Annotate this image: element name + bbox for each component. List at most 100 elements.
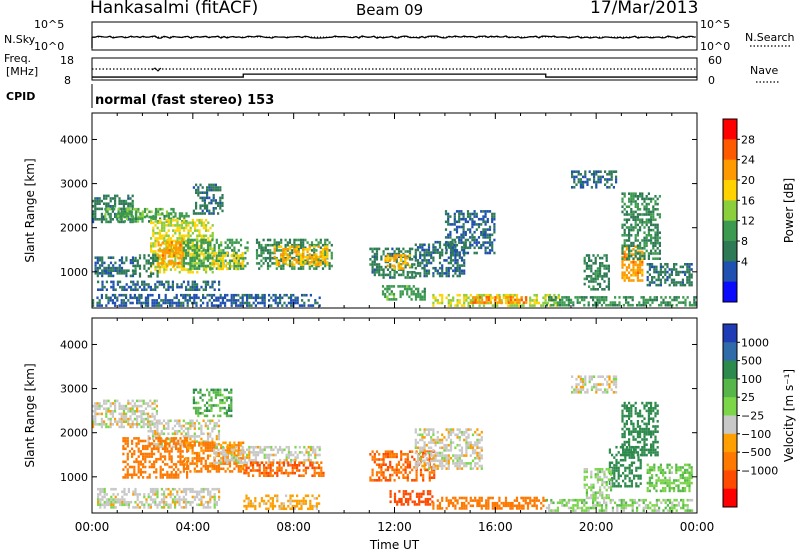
- velocity-cell: [125, 415, 128, 418]
- power-cell: [137, 215, 140, 219]
- velocity-cell: [176, 422, 179, 425]
- power-cell: [630, 241, 633, 245]
- power-cell: [235, 262, 238, 265]
- power-cell: [436, 301, 439, 305]
- power-cell: [679, 281, 682, 284]
- power-cell: [393, 250, 396, 253]
- power-cell: [449, 223, 452, 226]
- power-cell: [319, 241, 322, 244]
- power-cell: [589, 296, 592, 299]
- power-cell: [652, 247, 655, 250]
- velocity-cell: [293, 471, 296, 475]
- power-cell: [441, 266, 444, 270]
- power-cell: [454, 240, 457, 244]
- power-cell: [211, 260, 214, 264]
- velocity-cell: [131, 442, 134, 445]
- power-cell: [96, 301, 99, 305]
- velocity-cell: [155, 460, 158, 464]
- power-cell: [654, 236, 657, 240]
- velocity-cell: [192, 401, 195, 405]
- power-cell: [484, 249, 487, 252]
- power-cell: [138, 293, 141, 297]
- velocity-cell: [267, 466, 270, 470]
- power-cell: [291, 245, 294, 248]
- power-cell: [642, 301, 645, 304]
- velocity-cell: [140, 399, 143, 403]
- power-cell: [623, 244, 626, 247]
- power-cell: [414, 253, 417, 257]
- power-cell: [432, 293, 435, 297]
- power-cell: [647, 213, 650, 216]
- velocity-cell: [96, 407, 99, 410]
- power-cell: [252, 301, 255, 305]
- velocity-cell: [200, 441, 203, 445]
- power-cell: [246, 304, 249, 307]
- velocity-cell: [114, 404, 117, 408]
- power-cell: [202, 234, 205, 238]
- velocity-cell: [125, 404, 128, 408]
- power-cell: [116, 272, 119, 275]
- velocity-cell: [209, 444, 212, 447]
- velocity-cell: [191, 424, 194, 428]
- velocity-cell: [189, 435, 192, 438]
- power-cell: [369, 258, 372, 261]
- power-cell: [275, 258, 278, 261]
- velocity-cell: [175, 465, 178, 469]
- power-cell: [482, 241, 485, 244]
- power-cell: [654, 249, 657, 253]
- power-cell: [112, 283, 115, 286]
- power-cell: [441, 274, 444, 278]
- velocity-cell: [191, 449, 194, 452]
- power-cell: [178, 234, 181, 238]
- power-cell: [92, 215, 95, 218]
- velocity-cell: [219, 393, 222, 397]
- power-cell: [529, 301, 532, 305]
- power-cell: [172, 210, 175, 214]
- power-cell: [220, 254, 223, 257]
- power-cell: [581, 298, 584, 302]
- velocity-cell: [263, 471, 266, 475]
- velocity-cell: [193, 467, 196, 471]
- power-cell: [623, 271, 626, 274]
- power-cell: [297, 253, 300, 256]
- power-cell: [671, 298, 674, 302]
- power-cell: [206, 301, 209, 305]
- power-cell: [221, 259, 224, 263]
- velocity-cell: [191, 462, 194, 465]
- power-cell: [444, 246, 448, 250]
- power-cell: [178, 226, 181, 230]
- power-cell: [412, 285, 415, 288]
- power-cell: [152, 244, 155, 248]
- velocity-cell: [221, 453, 224, 457]
- power-cell: [164, 296, 167, 300]
- velocity-cell: [268, 453, 271, 457]
- velocity-cell: [289, 471, 292, 475]
- power-cell: [198, 254, 201, 257]
- power-cell: [494, 296, 497, 299]
- power-cell: [458, 212, 461, 216]
- velocity-cell: [309, 461, 312, 464]
- velocity-cell: [213, 448, 216, 452]
- power-cell: [166, 299, 169, 302]
- power-cell: [693, 298, 696, 302]
- power-cell: [414, 295, 418, 299]
- power-cell: [171, 301, 174, 305]
- power-cell: [583, 259, 586, 262]
- power-cell: [632, 195, 635, 198]
- power-cell: [214, 201, 217, 205]
- freq-left-unit: [MHz]: [6, 65, 38, 78]
- velocity-cell: [159, 437, 162, 440]
- power-cell: [161, 226, 164, 230]
- velocity-cell: [189, 437, 192, 441]
- power-cell: [621, 255, 624, 259]
- power-cell: [291, 249, 294, 252]
- velocity-cell: [146, 476, 149, 479]
- velocity-cell: [121, 503, 124, 507]
- power-cell: [174, 268, 177, 271]
- velocity-cell: [158, 419, 161, 423]
- power-cell: [664, 301, 667, 304]
- power-cell: [491, 296, 494, 300]
- velocity-cell: [105, 493, 108, 496]
- velocity-cell: [129, 425, 132, 429]
- power-cell: [195, 183, 198, 187]
